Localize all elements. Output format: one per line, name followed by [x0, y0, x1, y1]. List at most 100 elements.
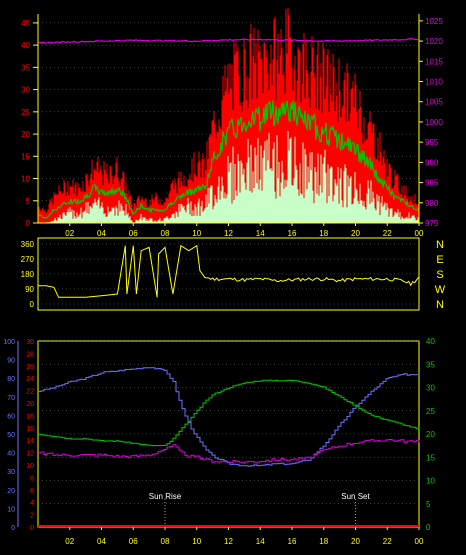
wind-avg-line — [38, 100, 419, 219]
direction-tick-label: 270 — [21, 255, 35, 264]
humidity-axis-label: Humitat — [66, 322, 104, 334]
temperature-line — [38, 379, 420, 447]
dewpoint-axis-label: Punt rosada — [392, 322, 452, 334]
direction-frame — [37, 237, 420, 311]
x-tick-label: 12 — [224, 229, 233, 238]
wind-tick-label: 0 — [26, 219, 31, 228]
pressure-tick-label: 995 — [425, 138, 439, 147]
wind-tick-label: 45 — [21, 19, 30, 28]
humidity-tick-label: 50 — [7, 432, 15, 439]
temperature-tick-label: 20 — [426, 430, 435, 439]
humidity-tick-label: 60 — [7, 413, 15, 420]
x-tick-label: 12 — [224, 537, 233, 546]
temperature-axis-label: Temperatura — [312, 322, 375, 334]
wind-direction-chart: 0 N 90 W 180 S 270 E 360 N — [21, 237, 446, 311]
x-tick-label: 04 — [97, 229, 106, 238]
rain-tick-label: 20 — [26, 401, 34, 408]
x-tick-label: 08 — [161, 537, 170, 546]
humidity-tick-label: 70 — [7, 395, 15, 402]
x-tick-label: 06 — [129, 537, 138, 546]
pressure-tick-label: 990 — [425, 158, 439, 167]
humidity-tick-label: 10 — [7, 506, 15, 513]
x-tick-label: 20 — [351, 229, 360, 238]
rain-tick-label: 30 — [26, 339, 34, 346]
compass-label: S — [436, 269, 443, 281]
x-tick-label: 14 — [256, 229, 265, 238]
pressure-label: Pressió — [367, 1, 404, 13]
x-tick-label: 00 — [415, 537, 424, 546]
pressure-tick-label: 975 — [425, 219, 439, 228]
wind-tick-label: 30 — [21, 86, 30, 95]
direction-tick-label: 90 — [25, 285, 34, 294]
pressure-tick-label: 1000 — [425, 118, 443, 127]
rain-tick-label: 6 — [30, 488, 34, 495]
compass-label: N — [436, 299, 444, 311]
temp-humidity-chart: 0510152025303540024681012141618202224262… — [3, 337, 435, 546]
rain-tick-label: 28 — [26, 351, 34, 358]
wind-pressure-chart: 0510152025303540459759809859909951000100… — [21, 7, 443, 238]
x-tick-label: 04 — [97, 537, 106, 546]
temperature-tick-label: 10 — [426, 477, 435, 486]
humidity-tick-label: 80 — [7, 376, 15, 383]
humidity-tick-label: 40 — [7, 451, 15, 458]
pressure-tick-label: 1025 — [425, 17, 443, 26]
x-tick-label: 22 — [383, 229, 392, 238]
compass-label: W — [435, 284, 446, 296]
x-tick-label: 10 — [192, 537, 201, 546]
humidity-line — [38, 367, 420, 467]
x-tick-label: 16 — [288, 229, 297, 238]
humidity-tick-label: 30 — [7, 469, 15, 476]
rain-tick-label: 12 — [26, 451, 34, 458]
pressure-tick-label: 1005 — [425, 98, 443, 107]
rain-tick-label: 14 — [26, 438, 34, 445]
humidity-tick-label: 100 — [3, 339, 15, 346]
temperature-tick-label: 30 — [426, 384, 435, 393]
wind-tick-label: 40 — [21, 41, 30, 50]
x-tick-label: 02 — [65, 229, 74, 238]
rain-tick-label: 22 — [26, 389, 34, 396]
rain-axis-label: Pluja — [2, 322, 27, 334]
rain-tick-label: 0 — [30, 525, 34, 532]
x-tick-label: 18 — [319, 537, 328, 546]
rain-tick-label: 16 — [26, 426, 34, 433]
temperature-tick-label: 15 — [426, 453, 435, 462]
sun-marker-label: Sun Rise — [149, 492, 182, 501]
humidity-tick-label: 20 — [7, 488, 15, 495]
x-tick-label: 16 — [288, 537, 297, 546]
wind-tick-label: 10 — [21, 175, 30, 184]
x-tick-label: 08 — [161, 229, 170, 238]
rain-tick-label: 8 — [30, 475, 34, 482]
temperature-tick-label: 5 — [426, 500, 431, 509]
pressure-tick-label: 1010 — [425, 78, 443, 87]
direction-tick-label: 180 — [21, 270, 35, 279]
wind-tick-label: 15 — [21, 152, 30, 161]
dewpoint-line — [38, 439, 420, 464]
sun-marker-label: Sun Set — [341, 492, 370, 501]
temperature-tick-label: 35 — [426, 360, 435, 369]
compass-label: N — [436, 239, 444, 251]
x-tick-label: 10 — [192, 229, 201, 238]
x-tick-label: 18 — [319, 229, 328, 238]
pressure-tick-label: 980 — [425, 199, 439, 208]
humidity-tick-label: 0 — [11, 525, 15, 532]
wind-min-series — [45, 131, 419, 223]
x-tick-label: 06 — [129, 229, 138, 238]
wind-tick-label: 25 — [21, 108, 30, 117]
x-tick-label: 02 — [65, 537, 74, 546]
wind-tick-label: 35 — [21, 63, 30, 72]
pressure-line — [37, 38, 419, 45]
rain-tick-label: 26 — [26, 364, 34, 371]
x-tick-label: 00 — [415, 229, 424, 238]
rain-tick-label: 10 — [26, 463, 34, 470]
wind-speed-label: Velocitat del vent — [6, 1, 89, 13]
humidity-tick-label: 90 — [7, 358, 15, 365]
rain-tick-label: 4 — [30, 500, 34, 507]
temperature-tick-label: 40 — [426, 337, 435, 346]
rain-tick-label: 24 — [26, 376, 34, 383]
pressure-tick-label: 1020 — [425, 37, 443, 46]
pressure-tick-label: 985 — [425, 179, 439, 188]
temperature-tick-label: 0 — [426, 523, 431, 532]
wind-direction-line — [38, 244, 420, 298]
